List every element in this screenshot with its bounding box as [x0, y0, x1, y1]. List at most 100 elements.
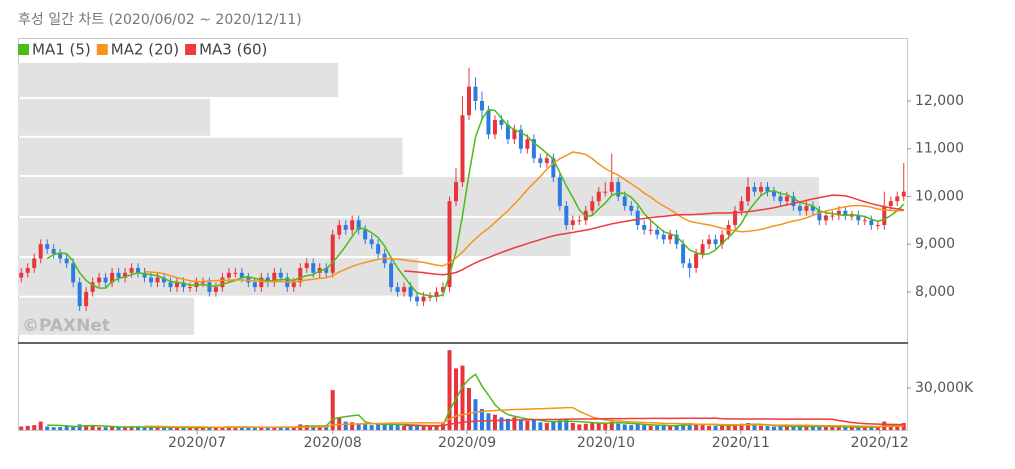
candle-body — [123, 272, 128, 278]
candle-body — [784, 196, 789, 202]
candle-body — [220, 277, 225, 288]
volume-bar — [888, 424, 893, 430]
x-tick-label: 2020/08 — [304, 435, 362, 451]
volume-bar — [71, 425, 76, 430]
volume-bar — [596, 422, 601, 430]
volume-bar — [486, 413, 491, 430]
ma-line — [404, 194, 904, 276]
volume-bar — [278, 427, 283, 430]
candle-body — [90, 282, 95, 292]
candle-body — [739, 201, 744, 211]
candle-body — [408, 287, 413, 297]
volume-bar — [609, 421, 614, 430]
candle-body — [330, 234, 335, 273]
candle-body — [733, 210, 738, 226]
volume-bar — [356, 423, 361, 430]
candle-body — [570, 220, 575, 226]
candle-body — [32, 258, 37, 269]
candle-body — [200, 282, 205, 284]
watermark: ©PAXNet — [22, 316, 110, 336]
volume-bar — [583, 423, 588, 430]
candle-body — [492, 120, 497, 135]
volume-bar — [45, 426, 50, 430]
candle-body — [304, 263, 309, 269]
ma-line — [46, 108, 905, 298]
candle-body — [765, 186, 770, 192]
volume-bar — [746, 423, 751, 430]
volume-bar — [97, 427, 102, 430]
candle-body — [888, 201, 893, 206]
y-tick-label: 12,000 — [915, 93, 964, 109]
volume-bar — [428, 426, 433, 430]
volume-bar — [311, 426, 316, 430]
volume-bar — [531, 420, 536, 430]
candle-body — [415, 296, 420, 302]
candle-body — [447, 201, 452, 288]
candle-body — [557, 177, 562, 206]
candle-body — [369, 239, 374, 245]
volume-bar — [700, 425, 705, 430]
candle-body — [226, 272, 231, 278]
volume-bar — [499, 417, 504, 430]
volume-bar — [291, 427, 296, 430]
volume-bar — [642, 425, 647, 430]
candle-body — [629, 205, 634, 211]
candle-body — [577, 220, 582, 222]
volume-bar — [58, 427, 63, 430]
candle-body — [350, 220, 355, 230]
volume-bar — [376, 424, 381, 430]
candle-body — [505, 124, 510, 140]
candle-body — [655, 229, 660, 235]
candle-body — [174, 282, 179, 288]
volume-bar — [771, 426, 776, 430]
candle-body — [635, 210, 640, 226]
volume-bar — [875, 427, 880, 430]
legend-label: MA3 (60) — [199, 41, 267, 59]
volume-bar — [544, 423, 549, 430]
volume-bar — [317, 426, 322, 430]
volume-bar — [577, 424, 582, 430]
volume-bar — [389, 423, 394, 430]
candle-body — [752, 186, 757, 192]
candle-body — [603, 191, 608, 193]
volume-bar — [408, 425, 413, 430]
volume-bar — [129, 426, 134, 430]
profile-bar — [18, 176, 819, 216]
candle-body — [25, 268, 30, 273]
profile-bar — [18, 217, 571, 257]
candle-body — [797, 205, 802, 211]
volume-bar — [817, 425, 822, 430]
volume-bar — [239, 427, 244, 430]
candle-body — [356, 220, 361, 230]
volume-bar — [466, 388, 471, 430]
candle-body — [162, 277, 167, 283]
candle-body — [758, 186, 763, 192]
volume-bar — [551, 421, 556, 430]
candle-body — [291, 282, 296, 288]
volume-bar — [661, 425, 666, 430]
volume-bar — [337, 417, 342, 430]
candle-body — [77, 282, 82, 307]
legend-swatch — [185, 44, 197, 55]
volume-bar — [492, 414, 497, 430]
volume-bar — [603, 423, 608, 430]
candle-body — [810, 205, 815, 211]
candle-body — [531, 139, 536, 159]
candle-body — [596, 191, 601, 202]
volume-bar — [441, 423, 446, 430]
y-tick-label: 11,000 — [915, 141, 964, 157]
candle-body — [882, 205, 887, 226]
volume-bar — [110, 426, 115, 430]
volume-bar — [136, 427, 141, 430]
volume-bar — [187, 427, 192, 430]
volume-bar — [538, 422, 543, 430]
candle-body — [804, 205, 809, 211]
candle-body — [213, 287, 218, 292]
y-tick-label: 10,000 — [915, 188, 964, 204]
candle-body — [395, 287, 400, 292]
volume-bar — [259, 426, 264, 430]
candle-body — [720, 234, 725, 245]
volume-bar — [849, 426, 854, 430]
candle-body — [110, 272, 115, 283]
candle-body — [479, 100, 484, 111]
